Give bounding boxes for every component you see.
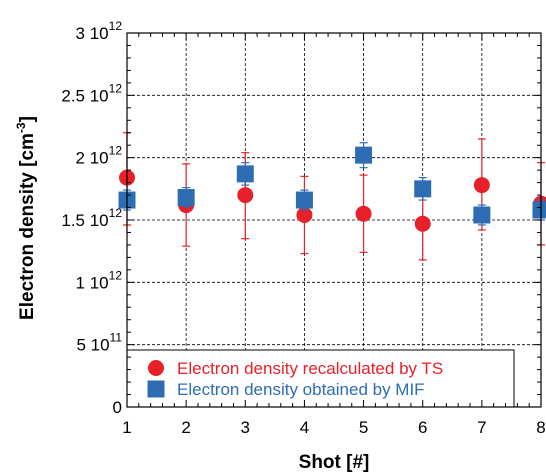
x-tick-label-1: 2 (181, 418, 190, 437)
data-point-0-3 (296, 207, 313, 224)
data-point-0-2 (237, 187, 254, 204)
data-point-1-4 (355, 146, 373, 164)
legend-box (126, 349, 515, 408)
y-tick-label-2: 1 1012 (76, 268, 123, 292)
x-tick-label-5: 6 (418, 418, 427, 437)
x-tick-label-3: 4 (300, 418, 309, 437)
y-axis-title-base: Electron density [cm (17, 133, 38, 320)
legend-label-mif: Electron density obtained by MIF (177, 380, 425, 399)
legend-marker-mif (147, 380, 165, 398)
x-tick-label-6: 7 (477, 418, 486, 437)
x-tick-labels: 1 2 3 4 5 6 7 8 (122, 418, 545, 437)
y-tick-label-exp-1: 11 (110, 331, 123, 345)
x-axis-title: Shot [#] (299, 452, 370, 473)
y-tick-label-base-2: 1 10 (76, 273, 109, 292)
y-tick-label-base-0: 0 (113, 398, 122, 417)
data-point-1-5 (414, 180, 432, 198)
legend-marker-ts (148, 360, 164, 376)
y-axis-title-exponent: -3 (14, 122, 28, 133)
y-tick-label-base-3: 1.5 10 (61, 211, 108, 230)
y-tick-label-exp-5: 12 (109, 81, 123, 95)
x-tick-label-4: 5 (359, 418, 368, 437)
y-tick-label-exp-2: 12 (109, 268, 123, 282)
legend: Electron density recalculated by TS Elec… (126, 349, 515, 408)
y-tick-label-3: 1.5 1012 (61, 206, 122, 230)
y-tick-label-exp-4: 12 (109, 144, 123, 158)
data-point-0-5 (414, 215, 431, 232)
data-point-1-1 (177, 189, 195, 207)
y-tick-label-exp-6: 12 (109, 19, 123, 33)
x-tick-label-0: 1 (122, 418, 131, 437)
x-tick-label-7: 8 (536, 418, 545, 437)
y-tick-label-6: 3 1012 (76, 19, 123, 43)
x-tick-label-2: 3 (241, 418, 250, 437)
data-point-1-6 (473, 206, 491, 224)
y-axis-title-close: ] (17, 116, 38, 122)
y-tick-label-exp-3: 12 (109, 206, 123, 220)
y-tick-label-0: 0 (113, 398, 122, 417)
y-tick-label-base-1: 5 10 (76, 336, 109, 355)
y-axis-title: Electron density [cm-3] (14, 116, 38, 320)
grid-lines (127, 33, 541, 407)
y-tick-label-4: 2 1012 (76, 144, 123, 168)
series-layer (118, 132, 546, 261)
y-tick-label-base-6: 3 10 (76, 24, 109, 43)
data-point-0-4 (355, 205, 372, 222)
data-point-1-3 (295, 191, 313, 209)
data-point-0-6 (473, 177, 490, 194)
y-tick-label-1: 5 1011 (76, 331, 122, 355)
data-point-1-2 (236, 165, 254, 183)
y-tick-label-5: 2.5 1012 (61, 81, 122, 105)
y-tick-label-base-5: 2.5 10 (61, 86, 108, 105)
legend-label-ts: Electron density recalculated by TS (177, 359, 443, 378)
y-tick-label-base-4: 2 10 (76, 149, 109, 168)
axis-ticks (126, 32, 542, 408)
data-point-1-7 (532, 201, 546, 219)
